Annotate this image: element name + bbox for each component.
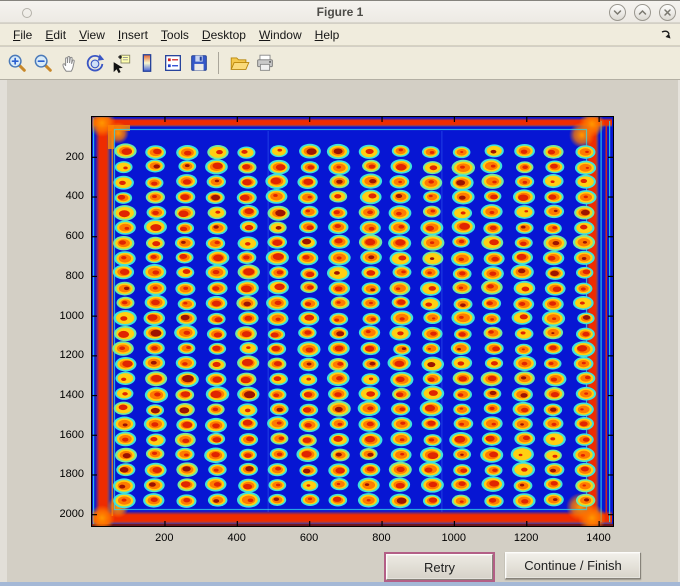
x-tick-label: 400 bbox=[227, 532, 246, 544]
x-tick-label: 800 bbox=[372, 532, 391, 544]
figure-left-margin bbox=[0, 80, 7, 582]
y-tick-label: 1400 bbox=[59, 388, 84, 401]
y-tick-label: 200 bbox=[65, 150, 84, 163]
menu-items: File Edit View Insert Tools Desktop Window Help bbox=[7, 28, 346, 42]
minimize-button[interactable] bbox=[609, 4, 626, 21]
x-tick-label: 200 bbox=[155, 532, 174, 544]
maximize-button[interactable] bbox=[634, 4, 651, 21]
figure-background: 200 400 600 800 1000 1200 1400 1600 1800 2000 200 4… bbox=[0, 80, 680, 582]
menu-item-help[interactable]: Help bbox=[314, 27, 340, 42]
continue-finish-button[interactable]: Continue / Finish bbox=[505, 552, 641, 579]
titlebar: Figure 1 bbox=[0, 0, 680, 23]
zoom-out-icon[interactable] bbox=[30, 50, 56, 76]
menu-item-edit[interactable]: Edit bbox=[45, 27, 67, 42]
zoom-in-icon[interactable] bbox=[4, 50, 30, 76]
menu-item-tools[interactable]: Tools bbox=[160, 27, 189, 42]
x-tick-label: 1000 bbox=[441, 532, 467, 544]
figure-right-margin bbox=[678, 80, 680, 582]
data-cursor-icon[interactable] bbox=[108, 50, 134, 76]
y-tick-label: 400 bbox=[65, 190, 84, 203]
rotate-3d-icon[interactable] bbox=[82, 50, 108, 76]
menu-item-file[interactable]: File bbox=[13, 27, 33, 42]
axes: 200 400 600 800 1000 1200 1400 1600 1800 2000 200 4… bbox=[60, 116, 614, 544]
insert-colorbar-icon[interactable] bbox=[134, 50, 160, 76]
insert-legend-icon[interactable] bbox=[160, 50, 186, 76]
y-tick-label: 2000 bbox=[59, 508, 84, 521]
menubar: File Edit View Insert Tools Desktop Window Help bbox=[0, 24, 680, 46]
window-title: Figure 1 bbox=[316, 5, 364, 19]
toolbar-separator bbox=[218, 52, 219, 74]
close-button[interactable] bbox=[659, 4, 676, 21]
print-figure-icon[interactable] bbox=[252, 50, 278, 76]
dock-figure-icon[interactable] bbox=[661, 29, 672, 40]
y-tick-label: 600 bbox=[65, 230, 84, 243]
y-tick-label: 1200 bbox=[59, 349, 84, 362]
window-menu-icon[interactable] bbox=[22, 8, 32, 18]
y-tick-label: 1000 bbox=[59, 309, 84, 322]
y-tick-label: 800 bbox=[65, 269, 84, 282]
menu-item-insert[interactable]: Insert bbox=[117, 27, 148, 42]
toolbar bbox=[0, 47, 680, 80]
window-controls bbox=[609, 4, 676, 21]
menu-item-desktop[interactable]: Desktop bbox=[201, 27, 246, 42]
menu-item-window[interactable]: Window bbox=[258, 27, 302, 42]
open-file-icon[interactable] bbox=[226, 50, 252, 76]
pan-icon[interactable] bbox=[56, 50, 82, 76]
x-tick-label: 1400 bbox=[586, 532, 611, 544]
plate-heatmap-image bbox=[92, 117, 613, 526]
menu-item-view[interactable]: View bbox=[79, 27, 105, 42]
x-tick-label: 600 bbox=[299, 532, 319, 544]
x-tick-label: 1200 bbox=[513, 532, 539, 544]
y-tick-label: 1600 bbox=[59, 428, 84, 441]
window-bottom-border bbox=[0, 582, 680, 586]
save-figure-icon[interactable] bbox=[186, 50, 212, 76]
y-tick-label: 1800 bbox=[59, 468, 84, 481]
retry-button[interactable]: Retry bbox=[384, 552, 495, 582]
